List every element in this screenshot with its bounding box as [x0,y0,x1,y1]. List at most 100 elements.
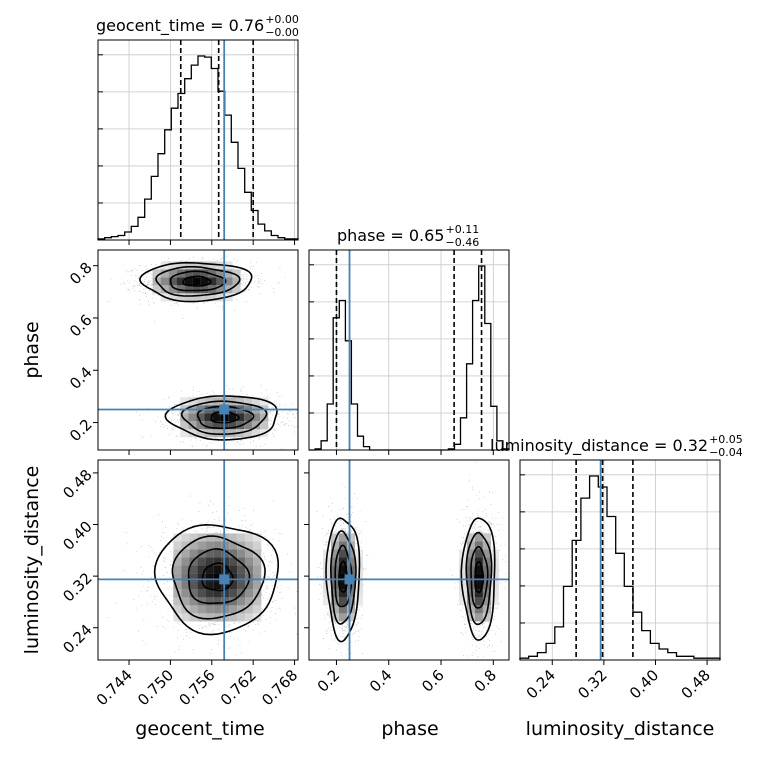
density-cell [482,541,491,550]
density-cell [213,533,222,542]
density-cell [237,597,246,606]
density-cell [192,277,201,286]
density-cell [160,269,169,278]
density-panel-geocent_time-phase [93,249,299,455]
density-cell [338,533,347,542]
density-cell [466,541,475,550]
density-cell [490,589,499,598]
density-cell [180,429,189,438]
density-cell [200,277,209,286]
x-tick-label: 0.2 [314,666,344,696]
density-cell [245,605,254,614]
density-cell [330,597,339,606]
x-tick-label: 0.48 [678,666,714,702]
density-cell [184,285,193,294]
density-cell [192,261,201,270]
density-cell [346,613,355,622]
density-cell [229,549,238,558]
contour-line [164,395,278,441]
density-cell [205,605,214,614]
density-cell [196,421,205,430]
density-cell [224,277,233,286]
density-cell [221,613,230,622]
density-cell [213,549,222,558]
panel-frame [308,459,510,661]
density-cell [184,277,193,286]
density-cell [180,421,189,430]
density-cell [458,565,467,574]
x-tick-label: 0.40 [626,666,662,702]
density-cell [245,549,254,558]
density-cell [346,549,355,558]
density-cell [205,541,214,550]
truth-marker [219,574,230,585]
density-cell [189,613,198,622]
density-cell [176,277,185,286]
density-cell [252,397,261,406]
y-tick-label: 0.24 [59,621,95,657]
density-cell [244,421,253,430]
density-cell [482,549,491,558]
density-cell [168,277,177,286]
density-cell [205,573,214,582]
density-cell [221,549,230,558]
density-cell [228,421,237,430]
density-cell [237,581,246,590]
density-cell [474,573,483,582]
density-cell [244,413,253,422]
density-cell [260,421,269,430]
density-panel-phase-luminosity_distance [304,459,510,665]
y-tick-label: 0.48 [59,466,95,502]
panel-frame [97,459,299,661]
density-cell [354,589,363,598]
density-cell [330,549,339,558]
density-cell [197,581,206,590]
density-cell [197,565,206,574]
density-cell [200,293,209,302]
density-cell [168,285,177,294]
x-axis-label-luminosity_distance: luminosity_distance [526,718,715,740]
density-cell [229,557,238,566]
contour-line [325,517,361,643]
x-tick-label: 0.750 [134,666,177,709]
density-cell [188,397,197,406]
panel-frame [519,459,721,661]
y-axis-label-luminosity_distance: luminosity_distance [21,466,43,655]
density-cell [482,597,491,606]
density-cell [184,269,193,278]
density-cell [474,581,483,590]
density-cell [196,413,205,422]
density-cell [204,421,213,430]
density-cell [466,613,475,622]
density-cell [216,269,225,278]
y-tick-label: 0.6 [66,311,96,341]
density-cell [236,413,245,422]
hist-panel-geocent_time [97,39,299,245]
contour-line [465,531,493,626]
density-cell [260,413,269,422]
density-cell [189,573,198,582]
density-cell [189,549,198,558]
density-cell [173,581,182,590]
density-cell [188,413,197,422]
density-cell [192,293,201,302]
density-cell [482,533,491,542]
contour-line [474,561,485,593]
density-cell [322,565,331,574]
x-tick-label: 0.8 [471,666,501,696]
x-tick-label: 0.756 [176,666,219,709]
panel-frame [97,39,299,241]
contour-line [180,400,268,435]
contour-line [460,517,496,641]
density-cell [237,565,246,574]
density-cell [346,533,355,542]
density-cell [221,565,230,574]
density-cell [213,597,222,606]
density-cell [260,397,269,406]
density-cell [213,565,222,574]
density-cell [205,533,214,542]
y-axis-label-phase: phase [21,321,43,378]
panel-frame [97,249,299,451]
density-cell [152,285,161,294]
